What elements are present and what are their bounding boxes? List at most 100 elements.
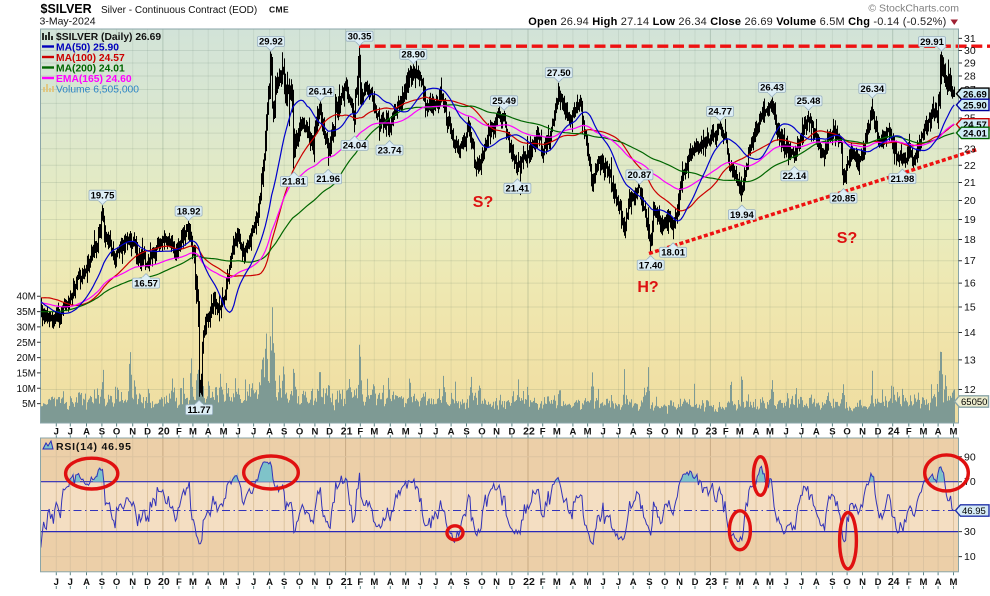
svg-text:D: D [875,577,882,588]
svg-text:J: J [783,577,788,588]
svg-text:M: M [920,577,928,588]
svg-text:© StockCharts.com: © StockCharts.com [868,3,959,15]
svg-text:S: S [646,426,652,437]
svg-text:M: M [950,426,958,437]
svg-text:10: 10 [964,551,976,563]
svg-text:26.43: 26.43 [760,83,784,94]
svg-text:M: M [402,577,410,588]
svg-text:16: 16 [964,278,976,290]
svg-text:23.74: 23.74 [378,145,402,156]
svg-text:F: F [906,577,912,588]
svg-text:30: 30 [964,526,976,538]
svg-text:29: 29 [964,58,976,70]
svg-text:21: 21 [341,576,353,588]
svg-text:F: F [540,577,546,588]
svg-text:30.35: 30.35 [348,31,372,42]
svg-text:D: D [508,426,515,437]
svg-text:F: F [723,426,729,437]
svg-text:46.95: 46.95 [962,506,986,517]
svg-text:23: 23 [964,143,976,155]
svg-text:15: 15 [964,302,976,314]
svg-text:Volume 6,505,000: Volume 6,505,000 [56,85,139,96]
svg-text:N: N [676,577,683,588]
svg-text:23: 23 [706,425,718,437]
svg-text:31: 31 [964,33,976,45]
svg-text:$SILVER (Daily) 26.69: $SILVER (Daily) 26.69 [56,32,161,43]
svg-text:A: A [448,577,455,588]
svg-text:20: 20 [158,576,170,588]
svg-text:19.94: 19.94 [730,210,754,221]
svg-text:J: J [68,577,73,588]
svg-text:A: A [935,426,942,437]
svg-text:F: F [723,577,729,588]
svg-text:19: 19 [964,214,976,226]
svg-text:28: 28 [964,71,976,83]
svg-text:O: O [661,577,668,588]
svg-text:21: 21 [341,425,353,437]
svg-text:N: N [311,577,318,588]
svg-text:S: S [829,577,835,588]
svg-text:J: J [600,426,605,437]
svg-text:28.90: 28.90 [401,50,425,61]
svg-text:27.50: 27.50 [547,68,571,79]
svg-text:J: J [54,577,59,588]
svg-text:30M: 30M [17,322,36,333]
svg-text:26.14: 26.14 [309,87,333,98]
svg-text:M: M [370,426,378,437]
svg-text:J: J [236,426,241,437]
svg-text:S: S [281,577,287,588]
svg-text:M: M [736,577,744,588]
svg-text:O: O [113,577,120,588]
svg-text:24.04: 24.04 [343,141,367,152]
svg-text:25.48: 25.48 [797,96,821,107]
svg-text:J: J [616,426,621,437]
svg-text:A: A [813,577,820,588]
svg-text:J: J [433,426,438,437]
svg-text:D: D [326,426,333,437]
svg-text:16.57: 16.57 [134,278,158,289]
svg-text:J: J [783,426,788,437]
svg-text:A: A [935,577,942,588]
svg-text:J: J [251,577,256,588]
svg-text:M: M [950,577,958,588]
svg-text:M: M [736,426,744,437]
svg-text:RSI(14) 46.95: RSI(14) 46.95 [56,441,132,453]
svg-text:A: A [387,577,394,588]
svg-text:Silver - Continuous Contract (: Silver - Continuous Contract (EOD) [101,5,257,16]
svg-text:N: N [129,577,136,588]
svg-text:24: 24 [888,425,900,437]
svg-text:14: 14 [964,327,976,339]
svg-text:20: 20 [158,425,170,437]
svg-text:D: D [144,577,151,588]
svg-text:F: F [357,577,363,588]
svg-text:S: S [646,577,652,588]
svg-text:S: S [463,426,469,437]
svg-text:M: M [553,577,561,588]
svg-text:22: 22 [523,576,535,588]
svg-text:H?: H? [637,279,658,296]
svg-text:S: S [281,426,287,437]
svg-text:S?: S? [473,194,493,211]
svg-text:25.90: 25.90 [963,101,987,112]
svg-text:29.92: 29.92 [259,37,283,48]
svg-text:M: M [553,426,561,437]
svg-text:23: 23 [706,576,718,588]
svg-text:17: 17 [964,255,976,267]
svg-text:M: M [584,426,592,437]
svg-text:$SILVER: $SILVER [41,2,92,16]
svg-text:29.91: 29.91 [920,37,944,48]
svg-text:M: M [189,577,197,588]
svg-text:65050: 65050 [961,397,987,408]
svg-text:J: J [54,426,59,437]
svg-text:22: 22 [964,160,976,172]
svg-text:O: O [661,426,668,437]
svg-text:A: A [266,577,273,588]
svg-text:MA(200) 24.01: MA(200) 24.01 [56,64,125,75]
svg-text:F: F [906,426,912,437]
svg-text:S: S [829,426,835,437]
svg-text:O: O [113,426,120,437]
svg-text:O: O [478,426,485,437]
svg-text:10M: 10M [17,384,36,395]
svg-text:90: 90 [964,451,976,463]
svg-text:S: S [99,577,105,588]
